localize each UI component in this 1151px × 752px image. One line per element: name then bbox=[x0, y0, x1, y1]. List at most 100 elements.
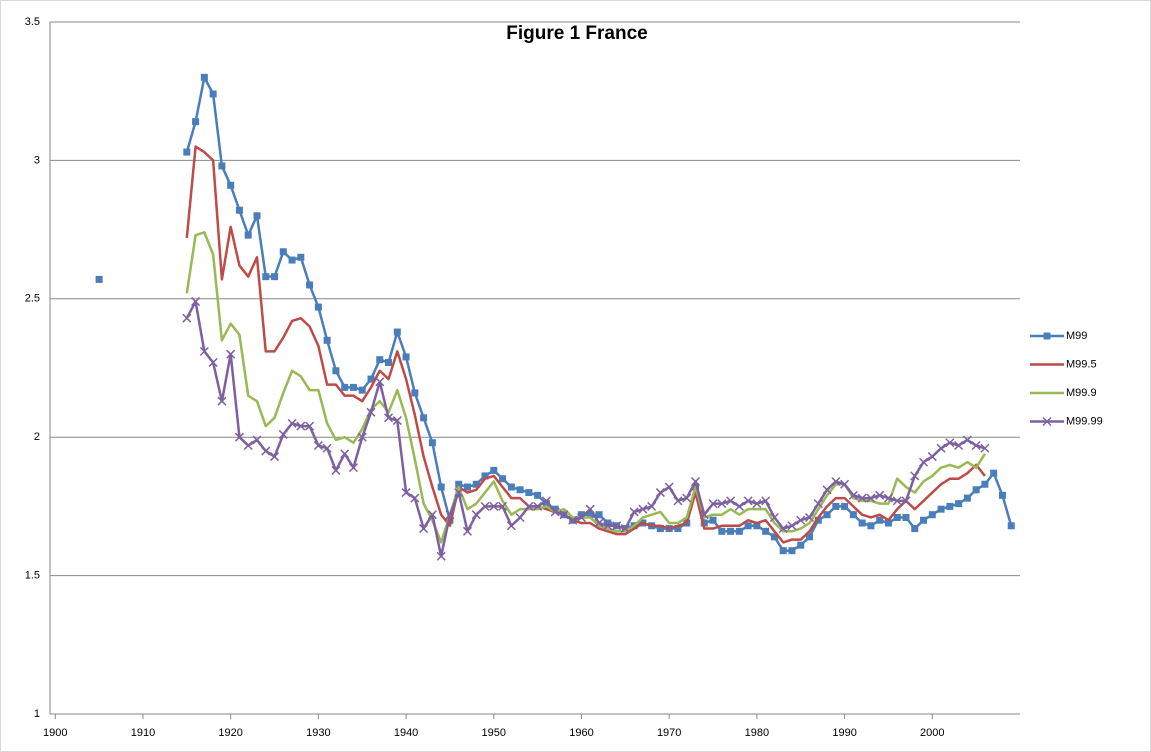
marker bbox=[192, 118, 200, 126]
marker bbox=[945, 438, 955, 448]
marker bbox=[182, 313, 192, 323]
marker bbox=[366, 407, 376, 417]
marker bbox=[910, 471, 920, 481]
marker bbox=[428, 439, 436, 447]
legend-label: M99.99 bbox=[1066, 415, 1103, 427]
marker bbox=[708, 499, 718, 509]
marker bbox=[664, 482, 674, 492]
marker bbox=[498, 501, 508, 511]
marker bbox=[902, 513, 910, 521]
marker bbox=[585, 504, 595, 514]
marker bbox=[322, 443, 332, 453]
marker bbox=[779, 547, 787, 555]
marker bbox=[287, 418, 297, 428]
marker bbox=[629, 507, 639, 517]
legend-label: M99.5 bbox=[1066, 358, 1097, 370]
marker bbox=[269, 452, 280, 462]
marker bbox=[655, 488, 665, 498]
x-tick-label: 1970 bbox=[657, 727, 681, 739]
marker bbox=[981, 480, 989, 488]
x-tick-label: 1920 bbox=[218, 727, 242, 739]
marker bbox=[367, 375, 375, 383]
marker bbox=[550, 507, 560, 517]
marker bbox=[393, 328, 401, 336]
marker bbox=[95, 275, 103, 283]
marker bbox=[401, 488, 411, 498]
marker bbox=[209, 90, 217, 98]
marker bbox=[183, 148, 191, 156]
x-tick-label: 1960 bbox=[569, 727, 593, 739]
marker bbox=[271, 273, 279, 281]
marker bbox=[848, 490, 858, 500]
marker bbox=[673, 496, 683, 506]
marker bbox=[244, 231, 252, 239]
marker bbox=[568, 515, 578, 525]
marker bbox=[778, 524, 788, 534]
marker bbox=[427, 510, 437, 520]
marker bbox=[411, 389, 419, 397]
x-tick-label: 1950 bbox=[482, 727, 506, 739]
marker bbox=[375, 377, 385, 387]
marker bbox=[594, 518, 604, 528]
marker bbox=[744, 522, 752, 530]
marker bbox=[385, 358, 393, 366]
marker bbox=[261, 446, 271, 456]
series-line bbox=[185, 145, 986, 544]
y-tick-label: 2 bbox=[34, 431, 40, 443]
marker bbox=[849, 511, 857, 519]
marker bbox=[191, 297, 201, 307]
marker bbox=[595, 511, 603, 519]
marker bbox=[857, 493, 867, 503]
marker bbox=[234, 432, 244, 442]
marker bbox=[313, 440, 323, 451]
marker bbox=[402, 353, 410, 361]
marker bbox=[445, 510, 455, 520]
marker bbox=[963, 494, 971, 502]
marker bbox=[761, 496, 771, 506]
marker bbox=[253, 212, 261, 220]
marker bbox=[884, 519, 892, 527]
marker bbox=[262, 273, 270, 281]
marker bbox=[841, 502, 849, 510]
marker bbox=[700, 519, 708, 527]
marker bbox=[218, 162, 226, 170]
marker bbox=[832, 502, 840, 510]
marker bbox=[437, 483, 445, 491]
legend-label: M99.9 bbox=[1066, 387, 1097, 399]
marker bbox=[551, 505, 559, 513]
marker bbox=[770, 533, 778, 541]
marker bbox=[726, 496, 736, 506]
marker bbox=[472, 480, 480, 488]
marker bbox=[918, 457, 929, 467]
marker bbox=[297, 253, 305, 261]
marker bbox=[1007, 522, 1015, 530]
y-tick-label: 3.5 bbox=[25, 16, 40, 28]
marker bbox=[674, 525, 682, 533]
marker bbox=[499, 475, 507, 483]
marker bbox=[762, 527, 770, 535]
marker bbox=[217, 396, 227, 406]
marker bbox=[743, 496, 753, 506]
marker bbox=[226, 349, 236, 359]
marker bbox=[955, 500, 963, 508]
legend-label: M99 bbox=[1066, 330, 1087, 342]
marker bbox=[384, 413, 394, 423]
marker bbox=[481, 472, 489, 480]
y-tick-label: 2.5 bbox=[25, 293, 40, 305]
marker bbox=[542, 500, 550, 508]
marker bbox=[980, 443, 990, 453]
marker bbox=[752, 499, 762, 509]
x-tick-label: 1990 bbox=[832, 727, 856, 739]
marker bbox=[419, 524, 429, 534]
marker bbox=[603, 521, 613, 531]
marker bbox=[928, 511, 936, 519]
marker bbox=[875, 490, 885, 500]
marker bbox=[332, 367, 340, 375]
marker bbox=[436, 551, 446, 561]
marker bbox=[357, 432, 367, 442]
marker bbox=[349, 383, 357, 391]
marker bbox=[534, 491, 542, 499]
marker bbox=[208, 357, 218, 367]
marker bbox=[323, 336, 331, 344]
marker bbox=[937, 505, 945, 513]
